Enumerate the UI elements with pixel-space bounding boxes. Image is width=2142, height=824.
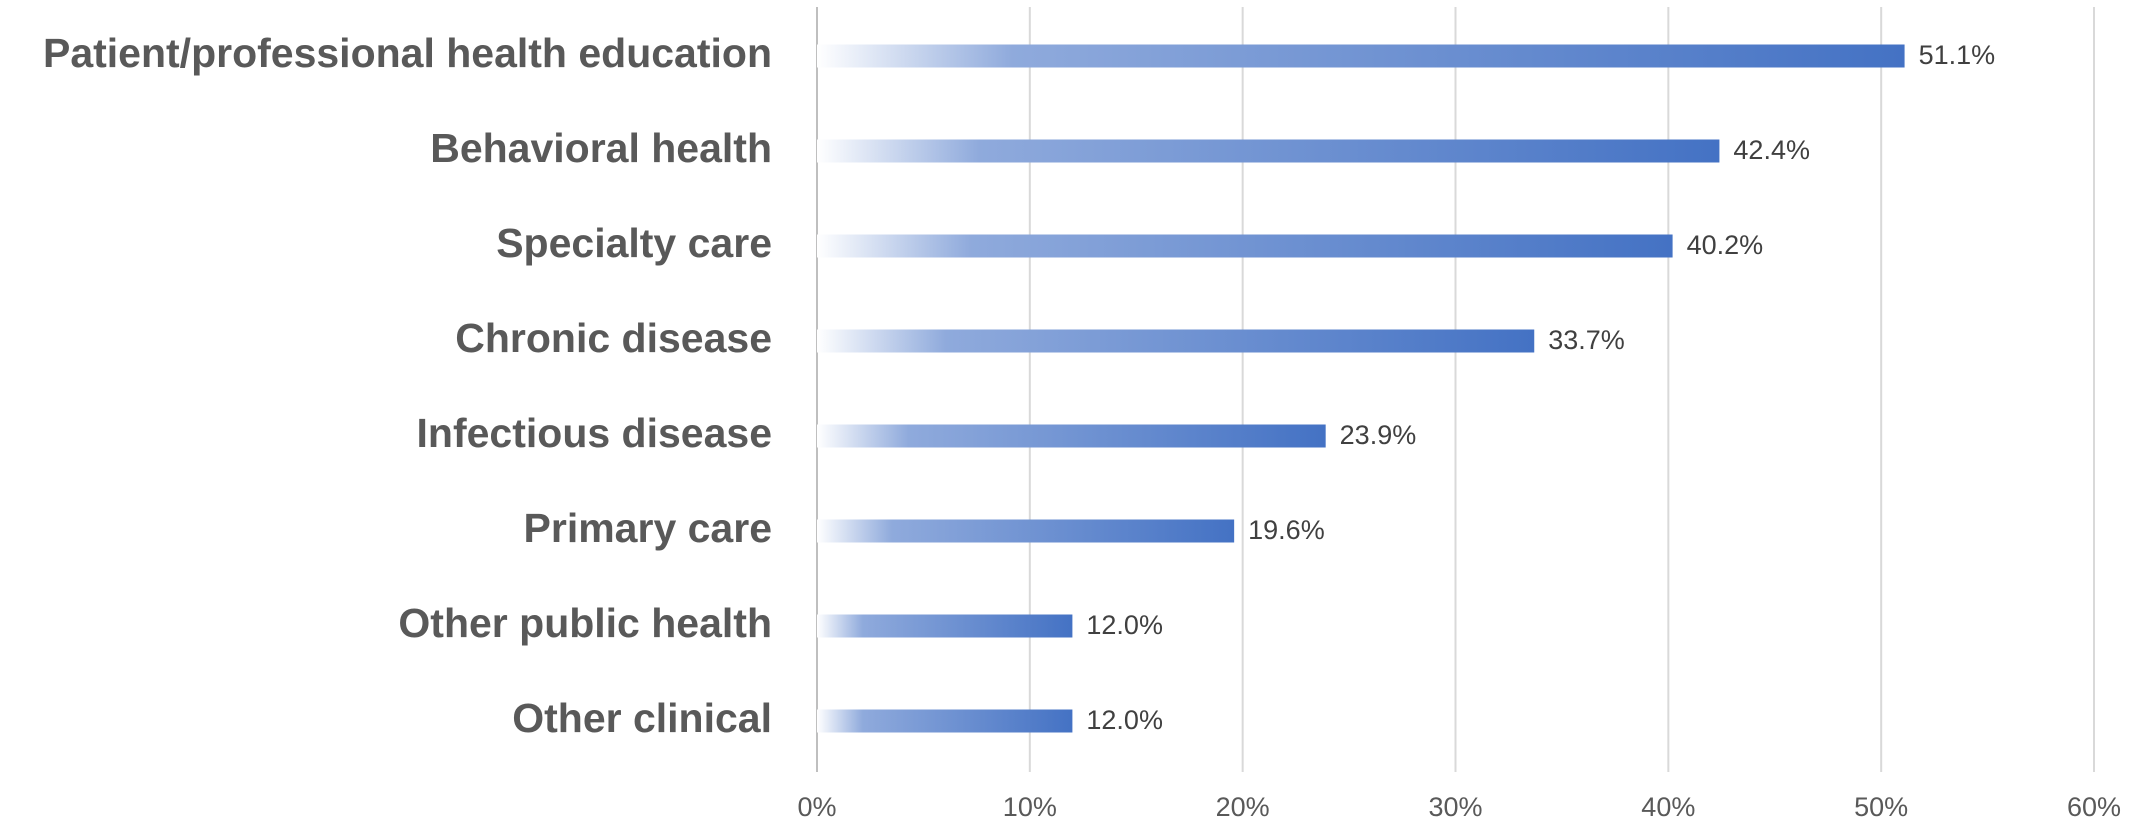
value-label: 42.4% — [1733, 135, 1810, 165]
category-label: Chronic disease — [455, 315, 772, 361]
category-label: Behavioral health — [430, 125, 772, 171]
value-label: 23.9% — [1340, 420, 1417, 450]
bar — [817, 614, 1073, 638]
value-label: 12.0% — [1086, 705, 1163, 735]
category-label: Patient/professional health education — [43, 30, 772, 76]
category-label: Primary care — [524, 505, 772, 551]
category-label: Other clinical — [512, 695, 772, 741]
value-label: 51.1% — [1919, 40, 1996, 70]
value-label: 33.7% — [1548, 325, 1625, 355]
x-tick-label: 30% — [1428, 792, 1482, 822]
x-tick-label: 20% — [1216, 792, 1270, 822]
bar — [817, 139, 1720, 163]
value-label: 19.6% — [1248, 515, 1325, 545]
x-tick-label: 50% — [1854, 792, 1908, 822]
bar — [817, 329, 1535, 353]
bar — [817, 519, 1235, 543]
value-label: 12.0% — [1086, 610, 1163, 640]
x-tick-label: 10% — [1003, 792, 1057, 822]
bar — [817, 44, 1905, 68]
category-label: Other public health — [398, 600, 772, 646]
bar — [817, 424, 1326, 448]
category-label: Specialty care — [496, 220, 772, 266]
bar — [817, 709, 1073, 733]
bar — [817, 234, 1673, 258]
category-label: Infectious disease — [417, 410, 772, 456]
x-tick-label: 0% — [797, 792, 836, 822]
x-tick-label: 40% — [1641, 792, 1695, 822]
value-label: 40.2% — [1687, 230, 1764, 260]
x-tick-label: 60% — [2067, 792, 2121, 822]
